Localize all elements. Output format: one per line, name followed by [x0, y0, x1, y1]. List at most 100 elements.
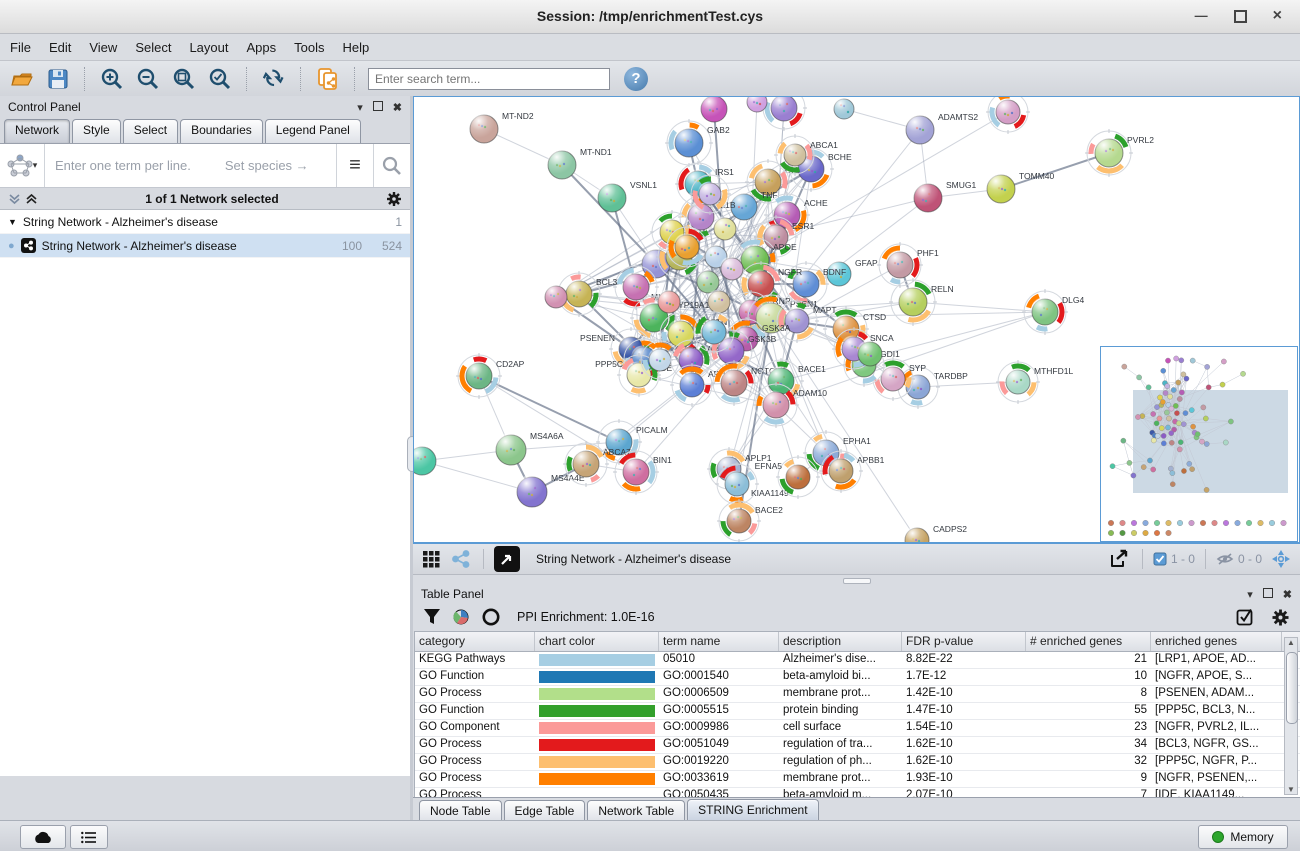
cell-FDR-p-value[interactable]: 1.7E-12 — [902, 669, 1026, 685]
network-node[interactable] — [544, 285, 567, 308]
save-session-icon[interactable] — [44, 65, 72, 93]
tab-node-table[interactable]: Node Table — [419, 800, 502, 821]
chart-color-swatch[interactable] — [535, 652, 659, 668]
network-node[interactable] — [746, 97, 767, 112]
export-network-icon[interactable] — [1106, 546, 1132, 572]
network-row-selected[interactable]: ● String Network - Alzheimer's disease 1… — [0, 234, 410, 258]
cell-FDR-p-value[interactable]: 1.54E-10 — [902, 720, 1026, 736]
cell--enriched-genes[interactable]: 8 — [1026, 686, 1151, 702]
select-columns-icon[interactable] — [1236, 608, 1255, 627]
string-search-icon[interactable] — [373, 144, 410, 187]
menu-edit[interactable]: Edit — [49, 40, 71, 55]
chart-color-swatch[interactable] — [535, 737, 659, 753]
network-node-CADPS2[interactable]: CADPS2 — [904, 524, 967, 542]
cell-enriched-genes[interactable]: [BCL3, NGFR, GS... — [1151, 737, 1282, 753]
cell-FDR-p-value[interactable]: 8.82E-22 — [902, 652, 1026, 668]
cell-description[interactable]: beta-amyloid bi... — [779, 669, 902, 685]
cell-description[interactable]: protein binding — [779, 703, 902, 719]
search-input[interactable] — [368, 68, 610, 90]
cell-term-name[interactable]: GO:0009986 — [659, 720, 779, 736]
zoom-selected-icon[interactable] — [206, 65, 234, 93]
cell-category[interactable]: GO Function — [415, 669, 535, 685]
chart-color-swatch[interactable] — [535, 703, 659, 719]
memory-button[interactable]: Memory — [1198, 825, 1288, 849]
cell--enriched-genes[interactable]: 23 — [1026, 720, 1151, 736]
network-node-RELN[interactable]: RELN — [889, 278, 954, 327]
network-node-MTHFD1L[interactable]: MTHFD1L — [995, 359, 1073, 404]
cell-description[interactable]: regulation of ph... — [779, 754, 902, 770]
menu-layout[interactable]: Layout — [189, 40, 228, 55]
tree-expand-icon[interactable]: ▼ — [8, 217, 17, 227]
cell-FDR-p-value[interactable]: 1.62E-10 — [902, 754, 1026, 770]
cloud-tasks-button[interactable] — [20, 825, 66, 849]
cell-term-name[interactable]: GO:0033619 — [659, 771, 779, 787]
menu-tools[interactable]: Tools — [294, 40, 324, 55]
cell--enriched-genes[interactable]: 55 — [1026, 703, 1151, 719]
zoom-out-icon[interactable] — [134, 65, 162, 93]
scrollbar-thumb[interactable] — [1286, 652, 1298, 724]
network-node-MT-ND1[interactable]: MT-ND1 — [547, 147, 612, 179]
column-header-chart-color[interactable]: chart color — [535, 632, 659, 651]
tab-string-enrichment[interactable]: STRING Enrichment — [687, 799, 818, 821]
chart-color-swatch[interactable] — [535, 720, 659, 736]
cell-category[interactable]: GO Process — [415, 771, 535, 787]
tab-select[interactable]: Select — [123, 119, 178, 143]
chart-color-swatch[interactable] — [535, 669, 659, 685]
network-node-MT-ND2[interactable]: MT-ND2 — [469, 111, 534, 143]
cell-category[interactable]: GO Process — [415, 754, 535, 770]
menu-view[interactable]: View — [89, 40, 117, 55]
cell-enriched-genes[interactable]: [NGFR, PSENEN,... — [1151, 771, 1282, 787]
collapse-all-icon[interactable] — [8, 193, 21, 205]
column-header-category[interactable]: category — [415, 632, 535, 651]
zoom-fit-icon[interactable] — [170, 65, 198, 93]
tab-legend-panel[interactable]: Legend Panel — [265, 119, 361, 143]
ring-chart-icon[interactable] — [481, 607, 501, 627]
column-header-term-name[interactable]: term name — [659, 632, 779, 651]
cell-term-name[interactable]: GO:0001540 — [659, 669, 779, 685]
network-node-ADAMTS2[interactable]: ADAMTS2 — [905, 112, 978, 144]
cell-term-name[interactable]: GO:0006509 — [659, 686, 779, 702]
cell-term-name[interactable]: 05010 — [659, 652, 779, 668]
chart-color-swatch[interactable] — [535, 771, 659, 787]
table-panel-menu-icon[interactable]: ▾ — [1247, 588, 1253, 601]
cell-enriched-genes[interactable]: [PPP5C, NGFR, P... — [1151, 754, 1282, 770]
network-node-MS4A4A[interactable]: MS4A4A — [414, 443, 436, 475]
cell-FDR-p-value[interactable]: 1.93E-10 — [902, 771, 1026, 787]
chart-color-swatch[interactable] — [535, 754, 659, 770]
menu-select[interactable]: Select — [135, 40, 171, 55]
cell-description[interactable]: cell surface — [779, 720, 902, 736]
cell--enriched-genes[interactable]: 34 — [1026, 737, 1151, 753]
cell-term-name[interactable]: GO:0019220 — [659, 754, 779, 770]
cell-enriched-genes[interactable]: [NGFR, APOE, S... — [1151, 669, 1282, 685]
cell-category[interactable]: GO Process — [415, 737, 535, 753]
menu-help[interactable]: Help — [343, 40, 370, 55]
cell--enriched-genes[interactable]: 9 — [1026, 771, 1151, 787]
network-node-MS4A6A[interactable]: MS4A6A — [495, 431, 564, 465]
network-node-BACE2[interactable]: BACE2 — [717, 499, 783, 542]
open-file-icon[interactable] — [8, 65, 36, 93]
network-node-APBB1[interactable]: APBB1 — [819, 449, 885, 494]
network-node-MS4A4E[interactable]: MS4A4E — [516, 473, 585, 507]
minimize-icon[interactable]: — — [1195, 8, 1208, 27]
network-node-GAB2[interactable]: GAB2 — [665, 119, 730, 167]
network-node-PHF1[interactable]: PHF1 — [876, 241, 939, 289]
cell-category[interactable]: KEGG Pathways — [415, 652, 535, 668]
menu-file[interactable]: File — [10, 40, 31, 55]
cell-FDR-p-value[interactable]: 1.42E-10 — [902, 686, 1026, 702]
zoom-in-icon[interactable] — [98, 65, 126, 93]
cell--enriched-genes[interactable]: 10 — [1026, 669, 1151, 685]
cell-description[interactable]: Alzheimer's dise... — [779, 652, 902, 668]
menu-apps[interactable]: Apps — [247, 40, 277, 55]
column-header-enriched-genes[interactable]: enriched genes — [1151, 632, 1282, 651]
table-float-icon[interactable] — [1263, 588, 1273, 601]
cell-category[interactable]: GO Component — [415, 720, 535, 736]
